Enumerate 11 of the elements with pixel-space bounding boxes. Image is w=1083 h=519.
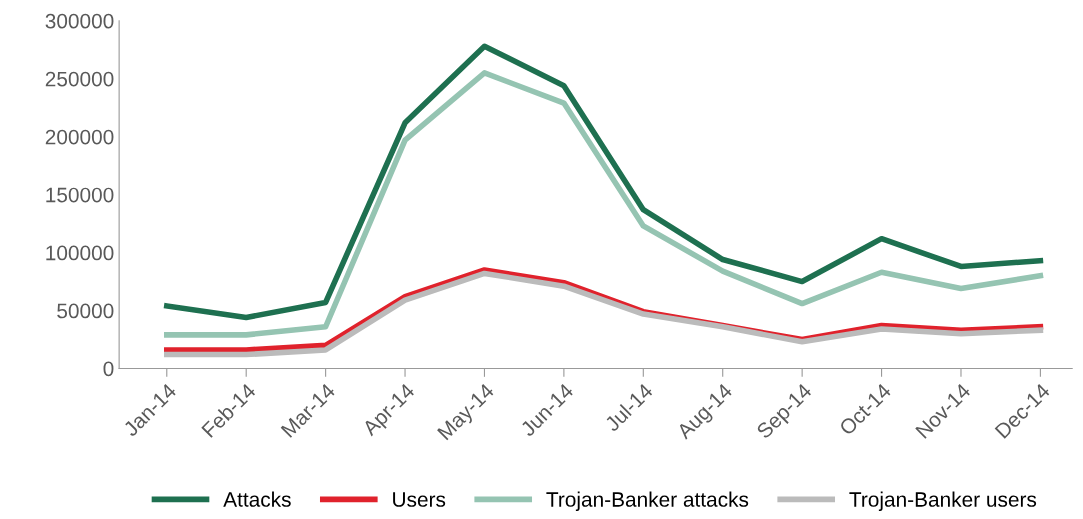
- y-tick-label: 100000: [46, 245, 114, 261]
- y-tick-label: 0: [103, 361, 114, 377]
- legend-label: Attacks: [223, 491, 291, 507]
- y-tick-label: 250000: [45, 71, 114, 87]
- y-tick-label: 200000: [45, 129, 114, 145]
- legend-label: Trojan-Banker attacks: [546, 491, 749, 511]
- y-tick-label: 50000: [57, 303, 114, 319]
- legend-label: Trojan-Banker users: [849, 491, 1037, 511]
- legend-label: Users: [393, 492, 446, 507]
- y-tick-label: 300000: [45, 13, 114, 29]
- y-tick-label: 150000: [46, 187, 114, 203]
